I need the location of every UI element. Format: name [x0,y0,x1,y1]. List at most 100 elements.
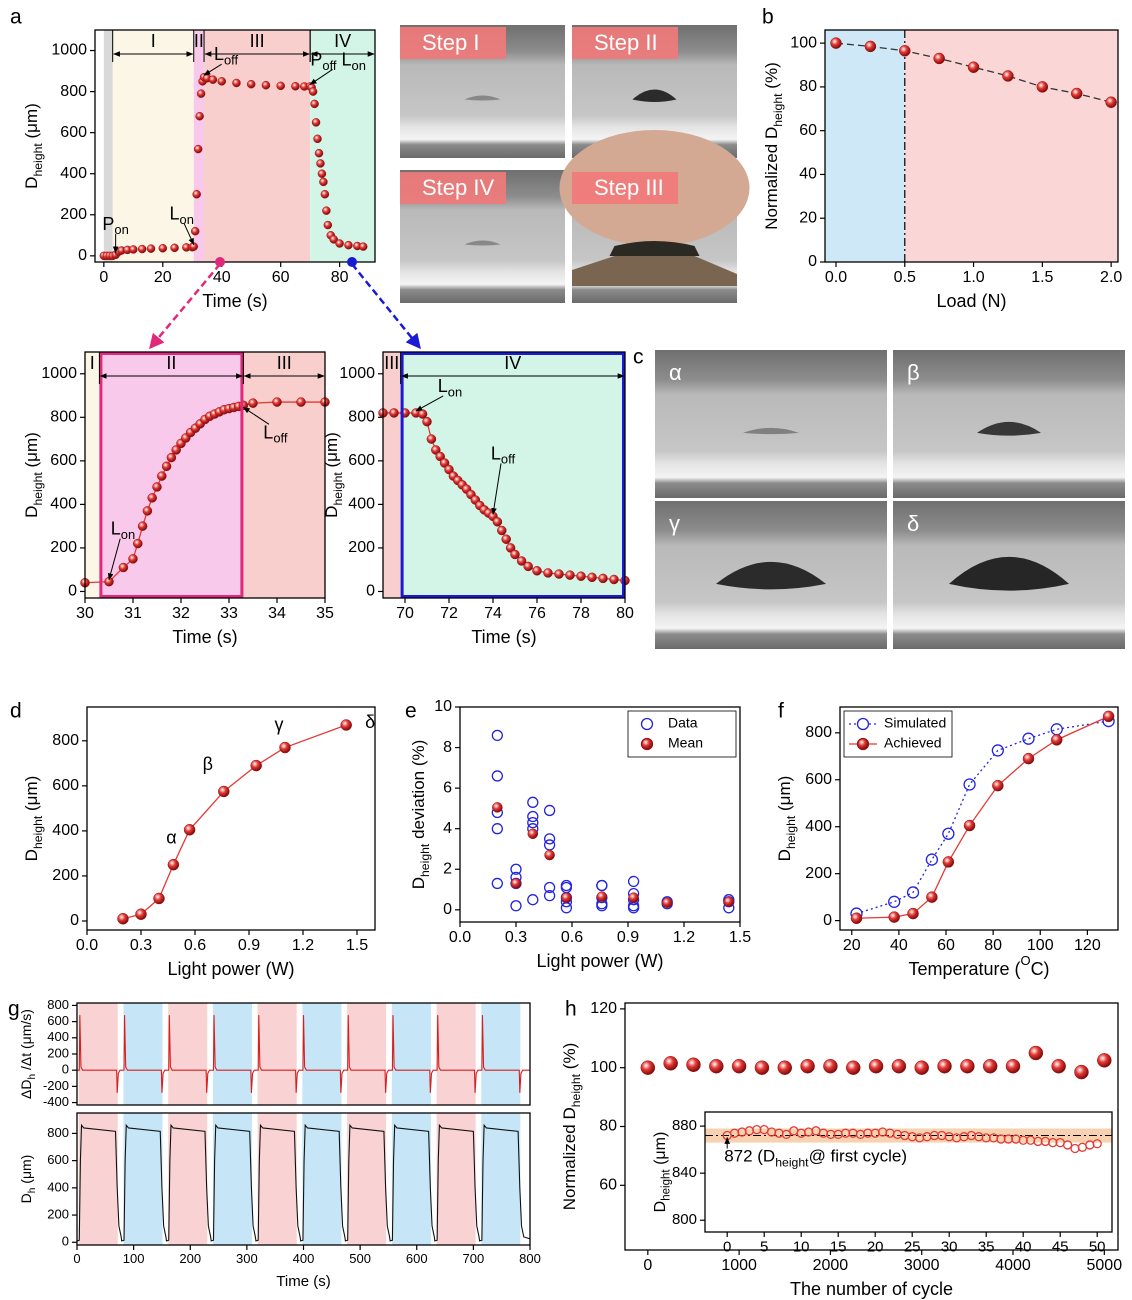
data-point [137,521,148,531]
legend-label: Data [668,715,698,731]
y-tick-label: -200 [43,1078,69,1093]
legend-marker [640,717,654,731]
data-point [329,235,338,244]
text-part: height [771,93,785,127]
annotation-arrow [491,463,502,516]
text-part: D [775,849,794,861]
text-part: Normalized D [762,127,781,230]
y-tick-label: 1000 [41,365,77,382]
region [103,30,113,262]
data-point [1092,1139,1102,1149]
data-point [232,78,241,88]
x-tick-label: 3000 [904,1257,940,1274]
y-tick-label: 600 [50,452,77,469]
region [257,1113,297,1245]
data-point [153,892,165,905]
plot-frame [94,29,376,263]
data-point [444,464,454,475]
data-point [142,506,153,516]
data-point [1050,723,1063,736]
data-point [576,571,586,581]
y-tick-label: 400 [805,818,832,835]
plot-frame [86,706,376,931]
data-point [291,82,300,91]
annotation: Poff Lon [310,49,366,73]
data-point [261,80,271,90]
data-point [554,569,564,579]
panel-label: h [565,998,577,1021]
data-point [823,1058,838,1074]
data-point [609,574,619,585]
x-tick-label: 30 [76,605,94,622]
region-label: II [194,31,204,51]
plot-frame [382,351,626,599]
data-point [864,40,877,53]
panel-label: g [8,998,20,1021]
text-part: Normalized D [560,1107,579,1210]
text-part: height [31,472,45,506]
y-axis-label: Normalized Dheight (%) [560,1043,583,1211]
y-tick-label: 60 [599,1177,617,1194]
series-line [122,724,347,920]
y-tick-label: 200 [47,1206,69,1221]
data-point [426,434,437,444]
data-point [137,244,147,254]
y-tick-label: 400 [52,822,79,839]
data-point [1036,81,1049,93]
x-tick-label: 1000 [721,1257,757,1274]
annotation-arrow [183,223,195,246]
region-label: III [384,353,399,373]
data-point [868,1058,884,1074]
text-part: P [310,49,322,69]
region [168,1113,208,1245]
data-point [196,89,206,98]
data-point [942,856,955,868]
text-part: L [438,376,448,396]
photo-label: γ [669,511,680,536]
data-point [250,759,262,772]
data-point [565,570,575,580]
x-tick-label: 1.0 [962,269,984,286]
data-point [527,796,539,808]
data-point [246,79,256,89]
x-tick-label: 0 [73,1251,80,1266]
text-part: D [18,1193,34,1203]
plot-frame [459,706,741,923]
data-point [731,1058,747,1074]
data-point [344,240,353,250]
data-point [146,244,156,253]
annotation: α [166,827,176,847]
y-axis-label: Dheight (μm) [22,432,45,518]
y-tick-label: 840 [672,1164,697,1181]
text-part: off [273,431,288,446]
annotation-arrow [415,395,444,412]
annotation: Loff [263,422,288,446]
legend-label: Simulated [884,715,946,731]
x-tick-label: 500 [349,1251,371,1266]
annotation: 872 (Dheight@ first cycle) [724,1147,907,1170]
data-point [118,562,129,573]
data-point [532,566,542,576]
data-point [942,827,955,840]
x-tick-label: 2000 [813,1257,849,1274]
x-tick-label: 0 [643,1257,652,1274]
series-line [835,42,1112,103]
x-tick-label: 72 [440,605,458,622]
data-point [587,572,597,583]
x-tick-label: 40 [890,937,908,954]
photo-label-box [572,172,678,204]
y-tick-label: 880 [672,1117,697,1134]
y-tick-label: 0 [808,253,817,270]
data-point [544,849,555,861]
text-part: on [180,212,194,227]
droplet [977,421,1041,436]
photo-label: α [669,360,682,385]
pressed-droplet [609,241,700,256]
data-point [686,1057,701,1072]
data-point [208,75,218,84]
region [123,1003,163,1105]
y-tick-label: 800 [47,997,69,1012]
photo-label: Step I [422,30,479,55]
data-point [276,81,285,91]
data-point [510,900,522,912]
